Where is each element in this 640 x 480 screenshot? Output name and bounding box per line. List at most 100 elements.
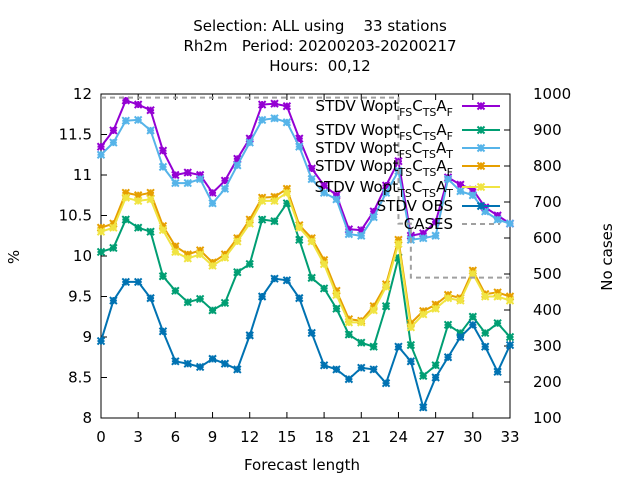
- data-point: [195, 174, 205, 184]
- legend-marker: [476, 101, 486, 111]
- legend-label: STDV WoptFSCTSAF: [316, 121, 453, 143]
- data-point: [233, 161, 242, 170]
- data-point: [319, 181, 329, 190]
- data-point: [208, 199, 217, 208]
- y-tick-label: 9.5: [68, 288, 92, 306]
- x-tick-label: 30: [463, 428, 482, 446]
- data-point: [357, 338, 366, 347]
- data-point: [443, 174, 453, 184]
- data-point: [171, 170, 180, 180]
- data-point: [220, 359, 230, 368]
- y2-tick-label: 500: [533, 265, 562, 283]
- data-point: [220, 176, 230, 185]
- x-tick-label: 33: [500, 428, 519, 446]
- y2-axis-label: No cases: [598, 223, 616, 291]
- data-point: [295, 293, 304, 303]
- data-point: [307, 164, 316, 173]
- data-point: [220, 184, 230, 193]
- data-point: [121, 277, 130, 287]
- data-point: [443, 320, 453, 330]
- y2-tick-label: 900: [533, 121, 562, 139]
- legend-label: STDV WoptFSCTSAF: [316, 97, 453, 119]
- series-line: [100, 187, 511, 326]
- x-tick-label: 6: [171, 428, 181, 446]
- data-point: [319, 259, 329, 269]
- data-point: [146, 188, 155, 198]
- legend-marker: [476, 125, 486, 135]
- data-point: [220, 253, 230, 262]
- data-point: [307, 174, 316, 184]
- data-point: [96, 336, 106, 346]
- data-point: [146, 126, 155, 135]
- cases-line: [101, 96, 510, 279]
- data-point: [233, 365, 242, 374]
- data-point: [121, 193, 130, 202]
- data-point: [109, 243, 118, 253]
- data-point: [481, 328, 490, 338]
- data-point: [431, 304, 440, 313]
- data-point: [171, 286, 180, 296]
- data-point: [109, 296, 118, 305]
- y2-tick-label: 800: [533, 157, 562, 175]
- data-point: [146, 105, 155, 115]
- data-point: [257, 292, 267, 301]
- data-point: [344, 229, 354, 239]
- x-tick-label: 21: [352, 428, 371, 446]
- data-point: [307, 273, 316, 283]
- legend-entry-4: STDV WoptTSCTSAF: [315, 157, 500, 179]
- data-point: [282, 188, 292, 198]
- data-point: [493, 292, 502, 301]
- data-point: [245, 219, 254, 228]
- data-point: [208, 261, 217, 270]
- data-point: [332, 195, 341, 204]
- legend-entry-1: STDV WoptFSCTSAF: [316, 97, 500, 119]
- legend-entry-6: STDV OBS: [377, 197, 500, 215]
- data-point: [394, 342, 403, 351]
- data-point: [270, 216, 279, 226]
- legend-entry-7: CASES: [404, 215, 500, 233]
- data-point: [171, 357, 180, 366]
- data-point: [332, 365, 341, 374]
- y-tick-label: 8: [82, 409, 92, 427]
- data-point: [295, 235, 304, 245]
- data-point: [282, 101, 292, 111]
- data-point: [109, 223, 118, 232]
- data-point: [381, 282, 391, 291]
- data-point: [369, 212, 378, 222]
- data-point: [133, 223, 143, 232]
- data-point: [456, 332, 465, 342]
- legend-label: STDV WoptTSCTSAF: [315, 157, 453, 179]
- x-tick-label: 0: [96, 428, 106, 446]
- data-point: [505, 340, 515, 350]
- data-point: [195, 362, 205, 372]
- data-point: [419, 233, 428, 243]
- data-point: [369, 306, 378, 315]
- data-point: [431, 231, 440, 240]
- series-2: [96, 199, 515, 381]
- data-point: [381, 378, 391, 388]
- data-point: [493, 215, 502, 224]
- x-tick-label: 12: [240, 428, 259, 446]
- series-5: [96, 188, 515, 332]
- series-3: [96, 114, 515, 245]
- data-point: [481, 292, 490, 301]
- data-point: [369, 342, 378, 351]
- x-tick-label: 15: [277, 428, 296, 446]
- data-point: [505, 332, 515, 342]
- data-point: [171, 247, 180, 257]
- data-point: [307, 328, 316, 338]
- data-point: [96, 142, 106, 151]
- y-tick-label: 8.5: [68, 369, 92, 387]
- data-point: [295, 223, 304, 232]
- data-point: [158, 225, 168, 235]
- legend-label: STDV WoptTSCTSAT: [315, 178, 454, 200]
- chart-axes: 0 3 6 9 12 15 18 21 24 27 30 33 8 8.5 9 9.5 10 10.5 11 11.5…: [59, 85, 572, 446]
- series-line: [100, 277, 511, 411]
- data-point: [381, 302, 391, 311]
- x-tick-label: 24: [389, 428, 408, 446]
- y2-tick-label: 400: [533, 301, 562, 319]
- data-point: [369, 365, 378, 374]
- data-point: [419, 371, 428, 381]
- data-point: [96, 227, 106, 236]
- chart-title-line-2: Rh2m Period: 20200203-20200217: [183, 37, 457, 55]
